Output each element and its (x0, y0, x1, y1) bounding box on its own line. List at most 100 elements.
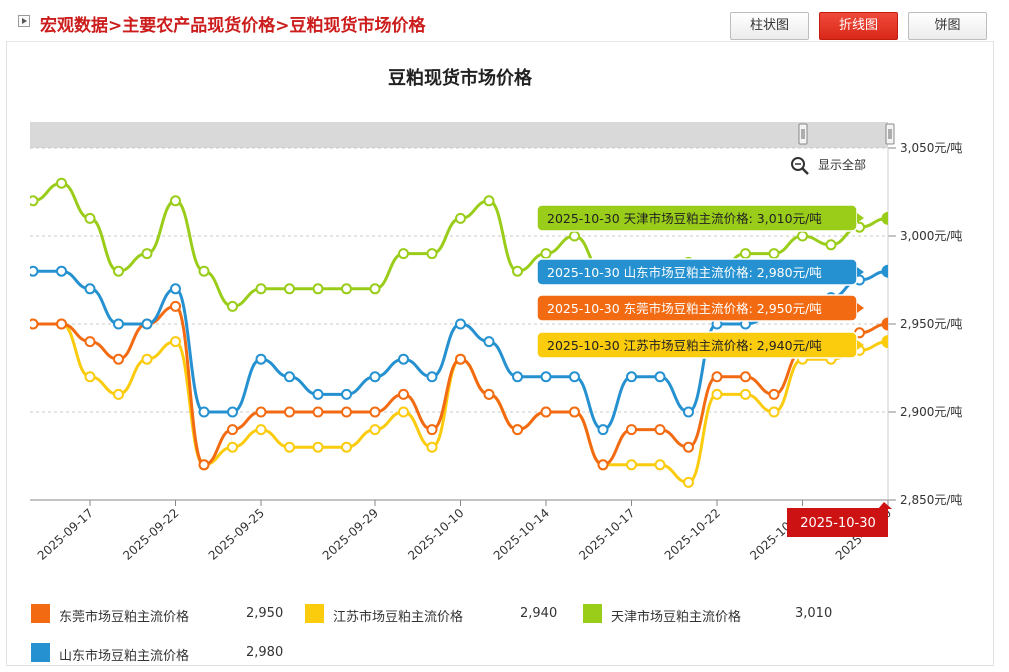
data-point (198, 265, 210, 277)
data-point (569, 406, 580, 418)
legend-swatch (31, 604, 50, 623)
data-point (369, 406, 381, 418)
y-tick-label: 3,000元/吨 (900, 229, 962, 243)
legend-label: 东莞市场豆粕主流价格 (59, 610, 190, 625)
data-point (30, 265, 39, 277)
data-point (881, 211, 888, 225)
breadcrumb: 宏观数据>主要农产品现货价格>豆粕现货市场价格 (40, 16, 426, 36)
tooltip-4: 2025-10-30 江苏市场豆粕主流价格: 2,940元/吨 (536, 331, 864, 359)
data-point (740, 371, 751, 383)
x-tick-label: 2025-10-17 (576, 506, 637, 563)
legend-item[interactable]: 东莞市场豆粕主流价格 2,950 (31, 604, 306, 625)
data-point (797, 230, 808, 242)
data-point (626, 371, 637, 383)
x-tick-label: 2025-09-25 (206, 506, 267, 563)
show-all-label: 显示全部 (818, 157, 866, 172)
data-point (84, 371, 96, 383)
line-chart-button[interactable]: 折线图 (819, 12, 898, 40)
crosshair-label-box (787, 508, 888, 537)
x-tick-label: 2025-10-22 (662, 506, 723, 563)
data-point (84, 283, 96, 295)
data-point (512, 371, 523, 383)
data-point (825, 239, 837, 251)
play-icon[interactable] (18, 15, 30, 27)
data-point (0, 311, 9, 320)
data-point (0, 249, 9, 258)
data-point (455, 353, 466, 365)
navigator-bar (30, 122, 888, 148)
crosshair-date-label: 2025-10-30 (787, 502, 892, 537)
data-point (113, 353, 124, 365)
tooltip-text: 2025-10-30 天津市场豆粕主流价格: 3,010元/吨 (547, 211, 822, 226)
legend-item[interactable]: 江苏市场豆粕主流价格 2,940 (305, 604, 580, 625)
tooltip-text: 2025-10-30 山东市场豆粕主流价格: 2,980元/吨 (547, 265, 822, 280)
x-tick-label: 2025-10-14 (491, 506, 552, 563)
data-point (341, 441, 352, 453)
tooltip-3: 2025-10-30 东莞市场豆粕主流价格: 2,950元/吨 (536, 294, 864, 322)
data-point (227, 406, 238, 418)
data-point (626, 459, 637, 471)
legend-swatch (583, 604, 602, 623)
x-tick-label: 2025-09-17 (35, 506, 96, 563)
data-point (398, 388, 409, 400)
data-point (426, 424, 438, 436)
tooltip-2: 2025-10-30 山东市场豆粕主流价格: 2,980元/吨 (536, 258, 864, 286)
data-point (198, 406, 210, 418)
crosshair-label-pointer (878, 502, 892, 509)
series-line (30, 322, 888, 484)
data-point (654, 424, 666, 436)
data-point (683, 441, 694, 453)
data-point (312, 406, 324, 418)
tooltip-text: 2025-10-30 江苏市场豆粕主流价格: 2,940元/吨 (547, 338, 822, 353)
crosshair-label-text: 2025-10-30 (800, 516, 876, 531)
data-point (255, 283, 267, 295)
data-point (881, 264, 888, 278)
tooltip-pointer (857, 213, 864, 223)
navigator-handle-right[interactable] (885, 123, 895, 145)
zoom-out-icon-handle (801, 167, 809, 175)
data-point (284, 371, 295, 383)
data-point (426, 441, 438, 453)
legend-swatch (31, 643, 50, 662)
data-point (597, 424, 609, 436)
data-point (426, 248, 438, 260)
y-tick-label: 2,900元/吨 (900, 405, 962, 419)
data-point (30, 195, 39, 207)
data-point (740, 388, 751, 400)
tooltip-pointer (857, 340, 864, 350)
data-point (369, 424, 381, 436)
data-point (369, 283, 381, 295)
data-point (227, 441, 238, 453)
data-point (426, 371, 438, 383)
data-point (113, 388, 124, 400)
data-point (56, 177, 67, 189)
data-point (113, 318, 124, 330)
x-tick-label: 2025-10-10 (405, 506, 466, 563)
data-point (740, 248, 751, 260)
data-point (227, 300, 238, 312)
data-point (398, 406, 409, 418)
show-all-zoom[interactable]: 显示全部 (791, 157, 866, 175)
data-point (711, 388, 723, 400)
tooltip-text: 2025-10-30 东莞市场豆粕主流价格: 2,950元/吨 (547, 301, 822, 316)
data-point (881, 317, 888, 331)
data-point (654, 459, 666, 471)
data-point (768, 388, 780, 400)
y-tick-label: 2,950元/吨 (900, 317, 962, 331)
bar-chart-button[interactable]: 柱状图 (730, 12, 809, 40)
data-point (312, 441, 324, 453)
legend-item[interactable]: 天津市场豆粕主流价格 3,010 (583, 604, 855, 625)
navigator-handle-left[interactable] (798, 123, 808, 145)
pie-chart-button[interactable]: 饼图 (908, 12, 987, 40)
data-point (141, 353, 153, 365)
data-point (198, 459, 210, 471)
legend-label: 天津市场豆粕主流价格 (611, 610, 742, 625)
data-point (312, 388, 324, 400)
data-point (597, 459, 609, 471)
tooltip-pointer (857, 303, 864, 313)
data-point (455, 318, 466, 330)
series-line (30, 181, 888, 308)
data-point (483, 336, 495, 348)
legend-item[interactable]: 山东市场豆粕主流价格 2,980 (31, 643, 306, 664)
data-point (711, 371, 723, 383)
